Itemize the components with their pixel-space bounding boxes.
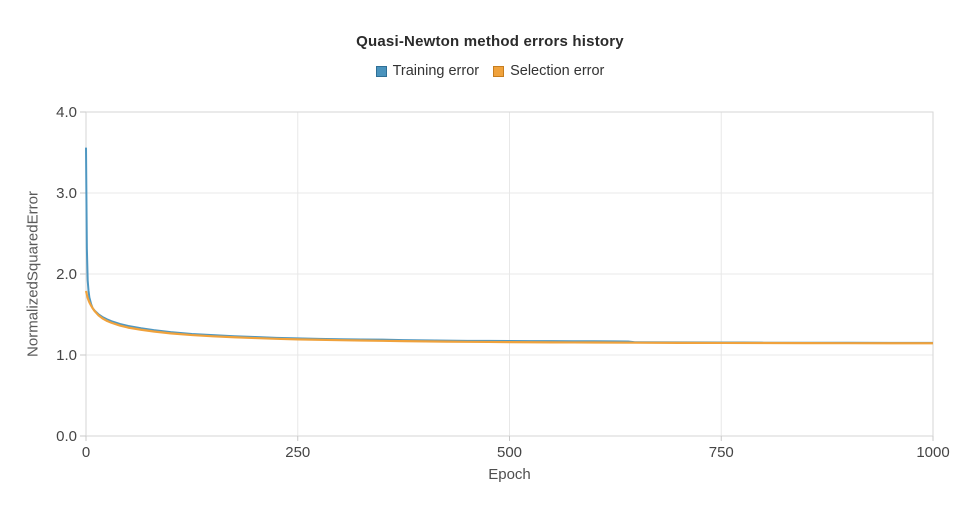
x-tick-label: 1000: [916, 444, 949, 461]
x-tick-label: 0: [82, 444, 90, 461]
y-tick-label: 4.0: [56, 104, 77, 121]
x-tick-label: 500: [497, 444, 522, 461]
x-tick-label: 250: [285, 444, 310, 461]
y-tick-label: 3.0: [56, 185, 77, 202]
chart-title: Quasi-Newton method errors history: [356, 33, 624, 50]
y-tick-label: 2.0: [56, 266, 77, 283]
legend-item-selection-error[interactable]: Selection error: [493, 63, 604, 79]
legend-label-training-error: Training error: [392, 63, 480, 79]
training-error-swatch-icon: [375, 65, 387, 77]
y-tick-label: 0.0: [56, 428, 77, 445]
selection-error-swatch-icon: [493, 65, 505, 77]
legend-label-selection-error: Selection error: [510, 63, 605, 79]
x-axis-title: Epoch: [488, 466, 531, 483]
y-tick-label: 1.0: [56, 347, 77, 364]
x-tick-label: 750: [709, 444, 734, 461]
y-axis-title: NormalizedSquaredError: [24, 191, 42, 357]
series-line-selection-error: [84, 290, 933, 345]
legend-item-training-error[interactable]: Training error: [375, 63, 480, 79]
legend: Training error Selection error: [0, 63, 980, 79]
